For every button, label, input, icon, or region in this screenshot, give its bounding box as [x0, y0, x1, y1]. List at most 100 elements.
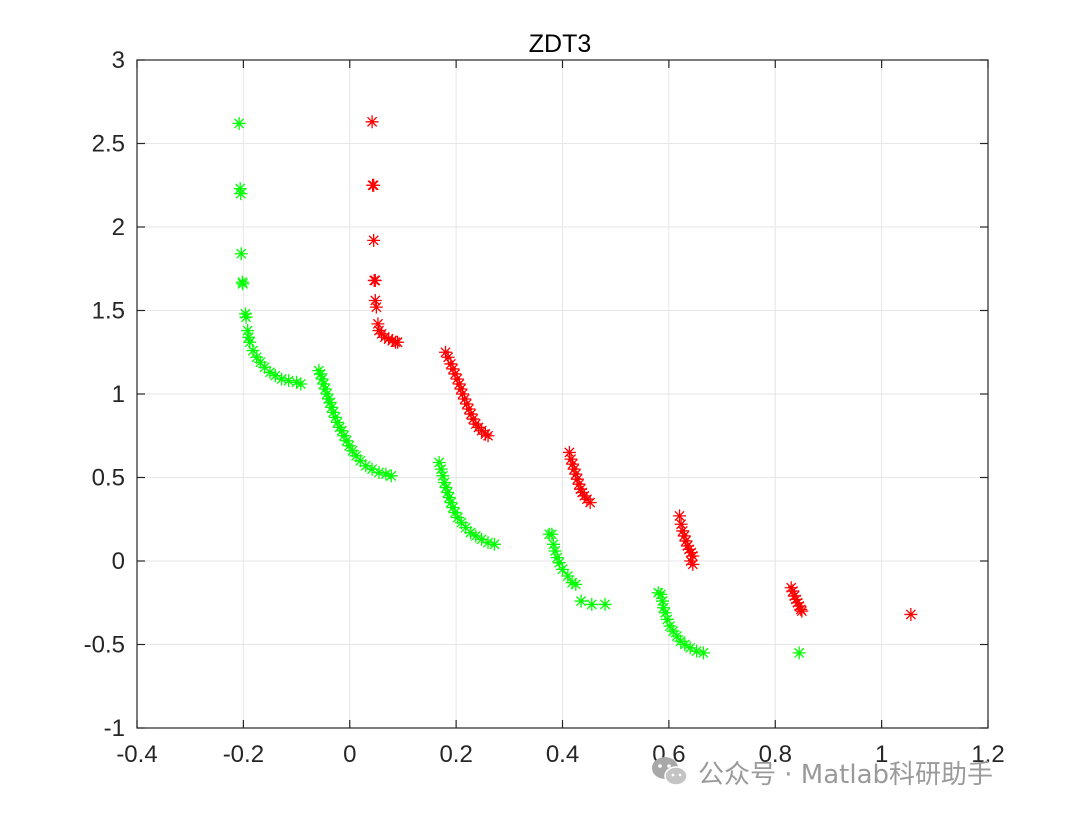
- data-point-series-2: [368, 293, 382, 307]
- data-point-series-1: [454, 516, 468, 530]
- data-point-series-2: [466, 412, 480, 426]
- data-point-series-1: [359, 459, 373, 473]
- chart-title: ZDT3: [529, 30, 592, 58]
- data-point-series-2: [382, 332, 396, 346]
- data-point-series-2: [444, 357, 458, 371]
- data-point-series-2: [365, 115, 379, 129]
- y-tick-label: 0: [112, 548, 125, 575]
- data-point-series-2: [371, 317, 385, 331]
- data-point-series-1: [234, 187, 248, 201]
- data-point-series-1: [372, 465, 386, 479]
- y-tick-label: 0.5: [92, 465, 125, 492]
- data-point-series-2: [562, 445, 576, 459]
- data-point-series-1: [258, 360, 272, 374]
- data-point-series-2: [385, 334, 399, 348]
- data-point-series-2: [575, 486, 589, 500]
- data-point-series-2: [684, 554, 698, 568]
- x-tick-label: 1: [875, 741, 888, 768]
- data-point-series-1: [328, 410, 342, 424]
- data-point-series-2: [481, 429, 495, 443]
- data-point-series-1: [552, 556, 566, 570]
- data-point-series-1: [556, 562, 569, 576]
- data-point-series-2: [460, 397, 474, 411]
- data-point-series-1: [242, 330, 256, 344]
- data-point-series-2: [789, 592, 803, 606]
- data-point-series-1: [545, 527, 559, 541]
- watermark-text: 公众号 · Matlab科研助手: [698, 759, 994, 790]
- data-point-series-1: [250, 350, 264, 364]
- data-point-series-1: [323, 395, 337, 409]
- data-point-series-1: [315, 372, 329, 386]
- data-point-series-1: [246, 344, 260, 358]
- data-point-series-1: [574, 594, 588, 608]
- data-point-series-2: [367, 233, 381, 247]
- data-point-series-1: [598, 597, 612, 611]
- data-point-series-2: [446, 362, 460, 376]
- data-point-series-1: [439, 481, 453, 495]
- data-point-series-2: [674, 517, 688, 531]
- data-points: [232, 115, 918, 660]
- data-point-series-1: [487, 537, 501, 551]
- data-point-series-1: [548, 544, 562, 558]
- data-point-series-2: [454, 382, 468, 396]
- data-point-series-2: [566, 457, 580, 471]
- data-point-series-1: [321, 392, 335, 406]
- data-point-series-1: [239, 310, 253, 324]
- data-point-series-1: [651, 586, 665, 600]
- data-point-series-1: [333, 420, 347, 434]
- data-point-series-2: [567, 462, 581, 476]
- data-point-series-1: [666, 624, 680, 638]
- x-tick-label: 0: [343, 741, 356, 768]
- data-point-series-1: [469, 529, 483, 543]
- data-point-series-2: [478, 427, 492, 441]
- data-point-series-1: [234, 247, 248, 261]
- data-point-series-2: [676, 524, 690, 538]
- data-point-series-2: [686, 557, 700, 571]
- data-point-series-2: [391, 335, 405, 349]
- data-point-series-1: [585, 597, 599, 611]
- x-tick-label: -0.4: [116, 741, 157, 768]
- data-point-series-1: [313, 367, 327, 381]
- data-point-series-1: [275, 372, 289, 386]
- data-point-series-1: [340, 434, 354, 448]
- data-point-series-1: [565, 576, 579, 590]
- watermark: 公众号 · Matlab科研助手: [650, 752, 993, 792]
- data-point-series-1: [290, 375, 304, 389]
- data-point-series-1: [481, 536, 495, 550]
- data-point-series-1: [331, 415, 345, 429]
- data-point-series-1: [663, 619, 677, 633]
- grid-lines: [136, 59, 989, 729]
- data-point-series-2: [679, 534, 693, 548]
- data-point-series-1: [561, 569, 575, 583]
- data-point-series-1: [317, 377, 331, 391]
- data-point-series-1: [436, 469, 450, 483]
- data-point-series-2: [564, 452, 578, 466]
- data-point-series-2: [438, 345, 452, 359]
- x-tick-label: 0.4: [546, 741, 579, 768]
- data-point-series-1: [678, 638, 692, 651]
- wechat-icon: [652, 757, 688, 786]
- data-point-series-1: [335, 424, 349, 438]
- y-tick-label: 2.5: [92, 131, 125, 158]
- y-tick-label: -1: [104, 715, 125, 742]
- x-tick-label: -0.2: [223, 741, 264, 768]
- data-point-series-1: [353, 454, 367, 468]
- data-point-series-1: [320, 387, 334, 401]
- data-point-series-2: [367, 178, 381, 192]
- data-point-series-2: [462, 402, 476, 416]
- data-point-series-1: [384, 469, 398, 483]
- data-point-series-1: [459, 521, 473, 535]
- data-point-series-2: [456, 387, 470, 401]
- data-point-series-2: [458, 392, 472, 406]
- data-point-series-1: [550, 551, 564, 565]
- y-tick-label: 1: [112, 381, 125, 408]
- y-tick-label: 1.5: [92, 298, 125, 325]
- data-point-series-2: [680, 539, 694, 553]
- data-point-series-1: [546, 537, 560, 551]
- data-point-series-1: [268, 369, 282, 383]
- data-point-series-1: [446, 501, 460, 515]
- data-point-series-1: [655, 594, 669, 608]
- data-point-series-1: [475, 532, 489, 546]
- data-point-series-1: [432, 455, 446, 469]
